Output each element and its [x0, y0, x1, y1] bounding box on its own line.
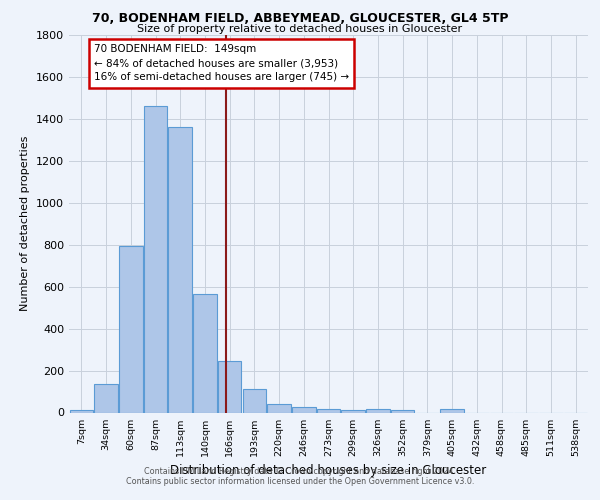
Text: Contains HM Land Registry data © Crown copyright and database right 2024.: Contains HM Land Registry data © Crown c… — [144, 467, 456, 476]
X-axis label: Distribution of detached houses by size in Gloucester: Distribution of detached houses by size … — [170, 464, 487, 477]
Bar — [70, 410, 93, 412]
Y-axis label: Number of detached properties: Number of detached properties — [20, 136, 31, 312]
Bar — [341, 410, 365, 412]
Bar — [317, 408, 340, 412]
Text: 70, BODENHAM FIELD, ABBEYMEAD, GLOUCESTER, GL4 5TP: 70, BODENHAM FIELD, ABBEYMEAD, GLOUCESTE… — [92, 12, 508, 26]
Bar — [218, 361, 241, 412]
Bar — [144, 106, 167, 412]
Bar — [94, 384, 118, 412]
Bar — [193, 294, 217, 412]
Bar — [268, 404, 291, 412]
Text: 70 BODENHAM FIELD:  149sqm
← 84% of detached houses are smaller (3,953)
16% of s: 70 BODENHAM FIELD: 149sqm ← 84% of detac… — [94, 44, 349, 82]
Bar — [440, 408, 464, 412]
Bar — [119, 246, 143, 412]
Text: Contains public sector information licensed under the Open Government Licence v3: Contains public sector information licen… — [126, 477, 474, 486]
Text: Size of property relative to detached houses in Gloucester: Size of property relative to detached ho… — [137, 24, 463, 34]
Bar — [242, 390, 266, 412]
Bar — [169, 127, 192, 412]
Bar — [366, 408, 389, 412]
Bar — [292, 407, 316, 412]
Bar — [391, 410, 415, 412]
